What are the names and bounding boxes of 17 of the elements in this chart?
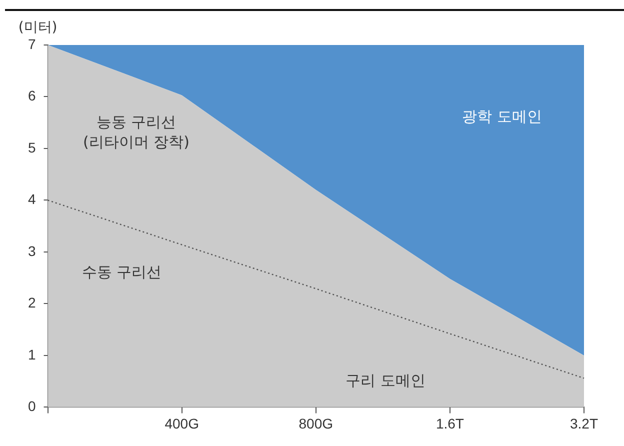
y-tick-label: 2	[28, 294, 36, 311]
y-axis-title: (미터)	[18, 20, 58, 36]
y-tick-label: 6	[28, 88, 36, 104]
x-tick-label: 3.2T	[570, 415, 598, 432]
annotation: 수동 구리선	[82, 263, 162, 282]
y-tick-label: 4	[28, 191, 36, 208]
y-tick-label: 3	[28, 242, 36, 259]
y-tick-label: 1	[28, 346, 36, 362]
y-tick-label: 5	[28, 139, 36, 156]
annotation: 광학 도메인	[462, 107, 542, 126]
y-tick-label: 7	[28, 36, 36, 52]
annotation: 능동 구리선 (리타이머 장착)	[83, 112, 190, 151]
x-tick-label: 800G	[298, 415, 334, 432]
y-tick-label: 0	[28, 398, 36, 414]
x-tick-label: 400G	[164, 415, 199, 432]
x-tick-label: 1.6T	[436, 415, 464, 432]
annotation: 구리 도메인	[346, 372, 426, 390]
